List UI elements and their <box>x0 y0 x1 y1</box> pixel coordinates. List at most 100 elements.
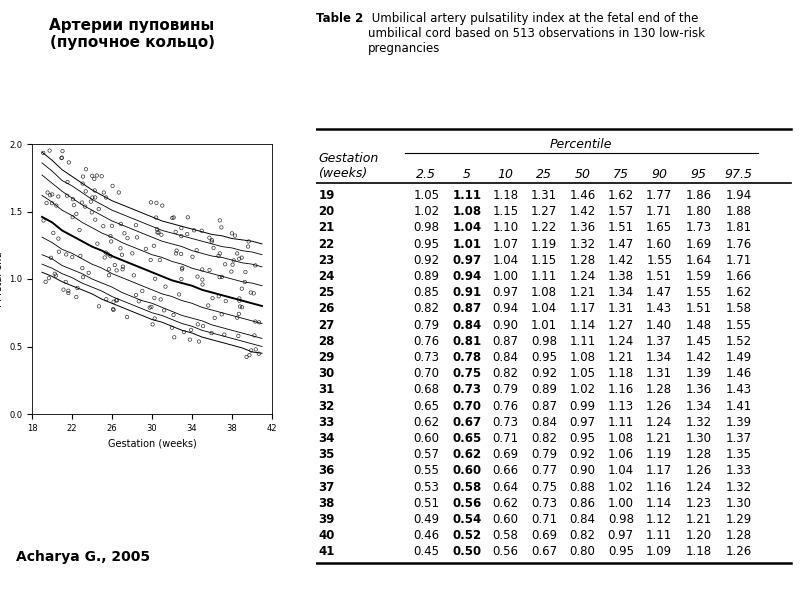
Point <box>174 249 187 259</box>
Point <box>167 310 180 320</box>
Point <box>114 219 127 229</box>
Text: 0.84: 0.84 <box>570 513 595 526</box>
Point <box>234 302 246 311</box>
Text: 25: 25 <box>536 167 552 181</box>
Text: 0.46: 0.46 <box>414 529 439 542</box>
Point <box>214 272 226 282</box>
Text: 1.28: 1.28 <box>570 254 595 267</box>
Point <box>214 215 226 225</box>
Text: 1.08: 1.08 <box>531 286 557 299</box>
Point <box>133 296 146 306</box>
Point <box>66 212 79 222</box>
Text: 0.79: 0.79 <box>531 448 557 461</box>
Text: 1.29: 1.29 <box>726 513 751 526</box>
Text: 1.26: 1.26 <box>686 464 712 478</box>
Point <box>47 228 60 238</box>
Text: 1.31: 1.31 <box>608 302 634 316</box>
Point <box>104 231 117 241</box>
Point <box>191 272 204 281</box>
Text: 29: 29 <box>318 351 334 364</box>
Text: 1.77: 1.77 <box>646 189 672 202</box>
Text: 1.15: 1.15 <box>493 205 518 218</box>
Point <box>110 296 123 305</box>
Point <box>143 303 156 313</box>
Text: 0.79: 0.79 <box>414 319 439 332</box>
Point <box>226 229 238 238</box>
Text: 1.14: 1.14 <box>570 319 595 332</box>
Text: 0.55: 0.55 <box>414 464 439 478</box>
Point <box>175 274 188 284</box>
Point <box>232 331 245 341</box>
Text: 1.43: 1.43 <box>646 302 672 316</box>
Text: 0.87: 0.87 <box>453 302 482 316</box>
Text: 37: 37 <box>318 481 334 494</box>
Point <box>66 194 79 204</box>
Text: 35: 35 <box>318 448 334 461</box>
Point <box>149 274 162 284</box>
Point <box>242 236 255 246</box>
Point <box>105 236 118 246</box>
Point <box>167 212 180 222</box>
Point <box>130 233 143 242</box>
Point <box>93 302 106 311</box>
Point <box>98 253 111 262</box>
Text: 0.97: 0.97 <box>453 254 482 267</box>
Point <box>127 271 140 280</box>
Text: 1.36: 1.36 <box>686 383 712 397</box>
Text: 1.42: 1.42 <box>686 351 712 364</box>
Text: 1.02: 1.02 <box>608 481 634 494</box>
Point <box>107 297 120 307</box>
Point <box>106 221 118 230</box>
Point <box>40 198 53 208</box>
Point <box>121 312 134 322</box>
Text: 1.30: 1.30 <box>726 497 751 510</box>
Point <box>249 317 262 326</box>
Point <box>226 260 239 269</box>
Text: 0.71: 0.71 <box>531 513 557 526</box>
Point <box>146 320 159 329</box>
Text: 1.80: 1.80 <box>686 205 712 218</box>
Text: 0.98: 0.98 <box>608 513 634 526</box>
Text: 0.95: 0.95 <box>414 238 439 251</box>
Text: (weeks): (weeks) <box>318 167 368 181</box>
Text: 1.05: 1.05 <box>570 367 595 380</box>
Point <box>42 274 55 283</box>
Text: 1.08: 1.08 <box>453 205 482 218</box>
Point <box>76 198 89 208</box>
Point <box>92 204 105 214</box>
Text: Gestation: Gestation <box>318 152 378 166</box>
Text: 1.51: 1.51 <box>686 302 712 316</box>
Point <box>148 314 161 323</box>
Point <box>55 153 68 163</box>
Point <box>86 208 98 217</box>
Text: 1.45: 1.45 <box>686 335 712 348</box>
Text: 10: 10 <box>498 167 514 181</box>
Text: 1.24: 1.24 <box>608 335 634 348</box>
Text: 1.28: 1.28 <box>686 448 712 461</box>
Point <box>44 190 57 200</box>
Point <box>89 215 102 224</box>
Text: 1.08: 1.08 <box>608 432 634 445</box>
Point <box>70 292 82 302</box>
Point <box>218 330 230 340</box>
Text: 0.82: 0.82 <box>493 367 518 380</box>
Text: 1.31: 1.31 <box>646 367 672 380</box>
Text: 1.11: 1.11 <box>608 416 634 429</box>
Text: 1.24: 1.24 <box>686 481 712 494</box>
Text: 33: 33 <box>318 416 334 429</box>
Text: 1.37: 1.37 <box>726 432 751 445</box>
Text: 0.52: 0.52 <box>453 529 482 542</box>
Text: 0.69: 0.69 <box>493 448 518 461</box>
Point <box>196 275 209 284</box>
Text: 1.16: 1.16 <box>608 383 634 397</box>
Text: 1.02: 1.02 <box>414 205 439 218</box>
Text: 40: 40 <box>318 529 334 542</box>
Text: 0.75: 0.75 <box>531 481 557 494</box>
Text: 0.70: 0.70 <box>414 367 439 380</box>
Point <box>176 263 189 273</box>
Text: 1.73: 1.73 <box>686 221 712 235</box>
Point <box>46 199 58 208</box>
Text: 32: 32 <box>318 400 334 413</box>
Text: Acharya G., 2005: Acharya G., 2005 <box>16 550 150 564</box>
Point <box>248 331 261 340</box>
